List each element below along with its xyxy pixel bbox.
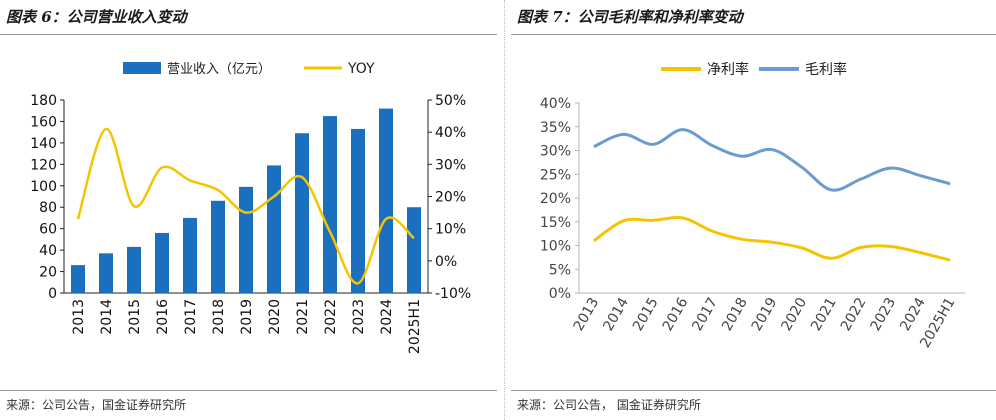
- revenue-bar: [295, 133, 309, 293]
- revenue-bar: [71, 265, 85, 293]
- legend-label-revenue: 营业收入（亿元）: [167, 62, 271, 77]
- y-axis-tick-label: 10%: [540, 239, 571, 255]
- x-axis-tick-label: 2021: [808, 295, 840, 334]
- left-axis-tick-label: 0: [48, 286, 57, 302]
- revenue-bar: [183, 217, 197, 293]
- right-axis-tick-label: 20%: [435, 190, 466, 206]
- margin-chart-panel: 图表 7：公司毛利率和净利率变动 净利率 毛利率 0% 5% 10% 15% 20% 25…: [511, 0, 996, 420]
- revenue-bar: [407, 207, 421, 293]
- x-axis-tick-label: 2023: [868, 295, 900, 334]
- x-axis-tick-label: 2021: [295, 299, 311, 335]
- panel-separator: [504, 0, 505, 420]
- chart-title: 图表 7：公司毛利率和净利率变动: [517, 8, 743, 26]
- chart-title: 图表 6：公司营业收入变动: [6, 8, 187, 26]
- y-axis-tick-label: 15%: [540, 215, 571, 231]
- gross-margin-line: [593, 128, 951, 192]
- right-axis-tick-label: 0%: [435, 254, 457, 270]
- y-axis-tick-label: 5%: [549, 262, 571, 278]
- y-axis-tick-label: 20%: [540, 191, 571, 207]
- y-axis-tick-label: 25%: [540, 167, 571, 183]
- yoy-series-line: [76, 127, 415, 285]
- net-margin-line: [592, 215, 951, 262]
- x-axis-tick-label: 2023: [351, 299, 367, 335]
- x-axis-tick-label: 2015: [127, 299, 143, 335]
- x-axis-tick-label: 2022: [323, 299, 339, 335]
- x-axis-tick-label: 2022: [838, 295, 870, 334]
- left-axis-tick-label: 160: [30, 114, 57, 130]
- x-axis-tick-label: 2018: [719, 295, 751, 334]
- x-axis-tick-label: 2024: [379, 299, 395, 335]
- y-axis-tick-label: 40%: [540, 96, 571, 112]
- legend-label-net-margin: 净利率: [707, 61, 749, 78]
- x-axis-tick-label: 2017: [689, 295, 721, 334]
- revenue-chart-panel: 图表 6：公司营业收入变动 营业收入（亿元） YOY 0 20 40 60 80 100 1…: [0, 0, 497, 420]
- right-axis-tick-label: 40%: [435, 125, 466, 141]
- legend-label-gross-margin: 毛利率: [805, 61, 847, 78]
- revenue-bar: [127, 246, 141, 293]
- title-divider: [511, 34, 996, 35]
- title-divider: [0, 34, 497, 35]
- x-axis-tick-label: 2019: [749, 295, 781, 334]
- revenue-bar: [211, 200, 225, 293]
- left-axis-tick-label: 60: [39, 222, 57, 238]
- chart-legend: 净利率 毛利率: [661, 61, 847, 78]
- x-axis-tick-label: 2014: [600, 295, 632, 334]
- chart-source: 来源：公司公告， 国金证券研究所: [517, 398, 701, 412]
- axis-labels: 0%5%10%15%20%25%30%35%40%201320142015201…: [540, 96, 959, 351]
- revenue-bar: [155, 232, 169, 293]
- x-axis-tick-label: 2025H1: [407, 299, 423, 354]
- revenue-bar: [239, 186, 253, 293]
- chart-source: 来源：公司公告，国金证券研究所: [6, 398, 187, 412]
- right-axis-tick-label: 10%: [435, 222, 466, 238]
- x-axis-tick-label: 2016: [660, 295, 692, 334]
- margin-chart: 净利率 毛利率 0%5%10%15%20%25%30%35%40%2013201…: [540, 61, 965, 351]
- right-axis-tick-label: -10%: [435, 286, 471, 302]
- x-axis-tick-label: 2015: [630, 295, 662, 334]
- x-axis-tick-label: 2020: [267, 299, 283, 335]
- chart-legend: 营业收入（亿元） YOY: [123, 61, 375, 77]
- x-axis-tick-label: 2013: [71, 299, 87, 335]
- x-axis-tick-label: 2018: [211, 299, 227, 335]
- left-axis-tick-label: 20: [39, 265, 57, 281]
- legend-swatch-revenue: [123, 62, 161, 74]
- x-axis-tick-label: 2016: [155, 299, 171, 335]
- revenue-bar: [351, 128, 365, 293]
- x-axis-tick-label: 2017: [183, 299, 199, 335]
- left-axis-tick-label: 40: [39, 243, 57, 259]
- left-axis-tick-label: 100: [30, 179, 57, 195]
- right-axis-tick-label: 30%: [435, 157, 466, 173]
- x-axis-tick-label: 2014: [99, 299, 115, 335]
- left-axis-tick-label: 120: [30, 157, 57, 173]
- y-axis-tick-label: 0%: [549, 286, 571, 302]
- revenue-bar: [379, 108, 393, 293]
- y-axis-tick-label: 30%: [540, 144, 571, 160]
- revenue-bar: [267, 165, 281, 293]
- right-axis-tick-label: 50%: [435, 93, 466, 109]
- left-axis-tick-label: 180: [30, 93, 57, 109]
- legend-label-yoy: YOY: [347, 61, 375, 77]
- left-axis-tick-label: 140: [30, 136, 57, 152]
- x-axis-tick-label: 2019: [239, 299, 255, 335]
- x-axis-tick-label: 2013: [571, 295, 603, 334]
- axis-labels: 0 20 40 60 80 100 120 140 160 180 -10% 0% 10% 20% 30% 4…: [30, 93, 471, 354]
- source-divider: [0, 390, 497, 391]
- revenue-bar: [323, 116, 337, 293]
- left-axis-tick-label: 80: [39, 200, 57, 216]
- chart-axes: [575, 102, 965, 294]
- revenue-bars: [71, 108, 421, 293]
- source-divider: [511, 390, 996, 391]
- x-axis-tick-label: 2020: [778, 295, 810, 334]
- y-axis-tick-label: 35%: [540, 120, 571, 136]
- revenue-chart: 营业收入（亿元） YOY 0 20 40 60 80 100 120 140 160 180 -10…: [30, 61, 471, 354]
- x-axis-tick-label: 2024: [897, 295, 929, 334]
- revenue-bar: [99, 253, 113, 293]
